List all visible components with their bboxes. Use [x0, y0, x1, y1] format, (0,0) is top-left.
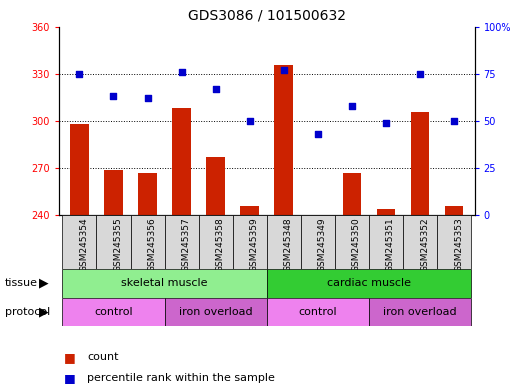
- Point: [416, 71, 424, 77]
- Text: ▶: ▶: [39, 306, 49, 318]
- Text: GSM245359: GSM245359: [250, 218, 259, 273]
- Bar: [63, 298, 165, 326]
- Text: iron overload: iron overload: [383, 307, 457, 317]
- Text: GSM245350: GSM245350: [352, 218, 361, 273]
- Point: [246, 118, 254, 124]
- Text: control: control: [94, 307, 133, 317]
- Text: ■: ■: [64, 372, 76, 384]
- Bar: [241, 206, 259, 215]
- Point: [348, 103, 356, 109]
- Point: [75, 71, 84, 77]
- Bar: [267, 269, 471, 298]
- Text: control: control: [299, 307, 337, 317]
- Bar: [369, 215, 403, 269]
- Bar: [437, 215, 471, 269]
- Bar: [70, 124, 89, 215]
- Point: [280, 67, 288, 73]
- Text: count: count: [87, 352, 119, 362]
- Bar: [335, 215, 369, 269]
- Bar: [445, 206, 463, 215]
- Point: [177, 69, 186, 75]
- Text: GSM245358: GSM245358: [215, 218, 225, 273]
- Bar: [267, 215, 301, 269]
- Point: [144, 95, 152, 101]
- Text: ▶: ▶: [39, 277, 49, 290]
- Bar: [130, 215, 165, 269]
- Text: iron overload: iron overload: [179, 307, 252, 317]
- Bar: [369, 298, 471, 326]
- Point: [450, 118, 458, 124]
- Point: [382, 120, 390, 126]
- Bar: [96, 215, 130, 269]
- Bar: [411, 112, 429, 215]
- Bar: [267, 298, 369, 326]
- Bar: [206, 157, 225, 215]
- Point: [109, 93, 117, 99]
- Bar: [165, 215, 199, 269]
- Title: GDS3086 / 101500632: GDS3086 / 101500632: [188, 9, 346, 23]
- Text: GSM245349: GSM245349: [318, 218, 327, 272]
- Text: GSM245354: GSM245354: [80, 218, 88, 272]
- Bar: [104, 170, 123, 215]
- Bar: [63, 215, 96, 269]
- Text: GSM245357: GSM245357: [182, 218, 191, 273]
- Bar: [172, 108, 191, 215]
- Text: GSM245352: GSM245352: [420, 218, 429, 272]
- Text: GSM245355: GSM245355: [113, 218, 123, 273]
- Text: percentile rank within the sample: percentile rank within the sample: [87, 373, 275, 383]
- Point: [314, 131, 322, 137]
- Bar: [63, 269, 267, 298]
- Text: ■: ■: [64, 351, 76, 364]
- Bar: [377, 209, 396, 215]
- Bar: [403, 215, 437, 269]
- Text: GSM245356: GSM245356: [148, 218, 156, 273]
- Text: GSM245351: GSM245351: [386, 218, 395, 273]
- Text: GSM245348: GSM245348: [284, 218, 293, 272]
- Text: skeletal muscle: skeletal muscle: [122, 278, 208, 288]
- Text: GSM245353: GSM245353: [454, 218, 463, 273]
- Bar: [138, 173, 157, 215]
- Bar: [301, 215, 335, 269]
- Point: [211, 86, 220, 92]
- Text: tissue: tissue: [5, 278, 38, 288]
- Bar: [274, 65, 293, 215]
- Bar: [165, 298, 267, 326]
- Bar: [343, 173, 361, 215]
- Bar: [233, 215, 267, 269]
- Text: cardiac muscle: cardiac muscle: [327, 278, 411, 288]
- Bar: [199, 215, 233, 269]
- Text: protocol: protocol: [5, 307, 50, 317]
